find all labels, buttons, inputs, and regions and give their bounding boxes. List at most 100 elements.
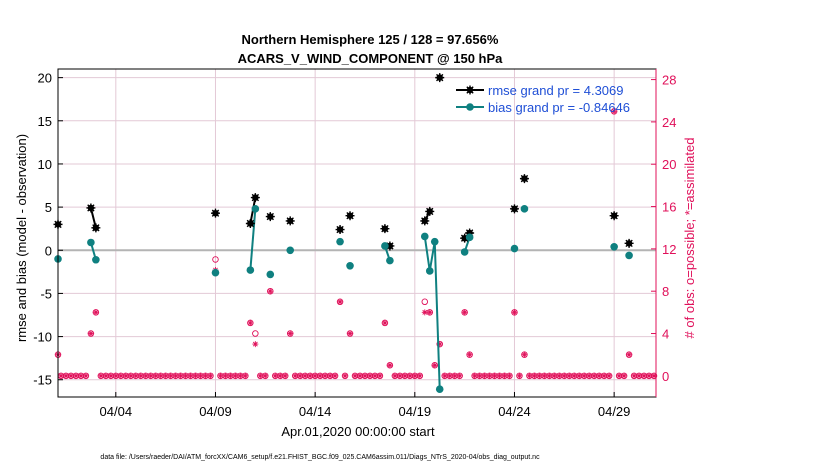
obs-assimilated-marker [471,372,478,379]
bias-point [346,262,354,270]
rmse-point [245,219,255,229]
rmse-point [335,225,345,235]
obs-assimilated-marker [317,372,324,379]
y-tick-label: 5 [45,200,52,215]
obs-assimilated-marker [57,372,64,379]
rmse-point-spikes [609,211,619,221]
data-file-footer: data file: /Users/raeder/DAI/ATM_forcXX/… [100,454,540,461]
rmse-point-spikes [250,193,260,203]
rmse-point-spikes [335,225,345,235]
obs-assimilated-marker [232,372,239,379]
obs-assimilated-marker [182,372,189,379]
obs-assimilated-marker [581,372,588,379]
obs-assimilated-marker [227,372,234,379]
obs-assimilated-marker [391,372,398,379]
legend-bias-marker [466,103,474,111]
x-axis-label: Apr.01,2020 00:00:00 start [281,424,435,439]
rmse-point-spikes [420,216,430,226]
obs-assimilated-marker [476,372,483,379]
rmse-point-spikes [435,73,445,83]
obs-assimilated-marker [441,372,448,379]
obs-assimilated-marker [596,372,603,379]
obs-assimilated-marker [112,372,119,379]
y2-tick-label: 8 [662,284,669,299]
bias-point [465,233,474,242]
x-axis: 04/04 04/09 04/14 04/19 04/24 04/29 [100,392,630,419]
obs-assimilated-marker [616,372,623,379]
legend-rmse-label: rmse grand pr = 4.3069 [488,83,624,98]
bias-point [211,268,220,277]
y-tick-label: -5 [40,286,52,301]
rmse-point-spikes [509,204,519,214]
rmse-point [285,216,295,226]
obs-assimilated-marker [571,372,578,379]
bias-line-segment [423,236,441,390]
obs-assimilated-marker [356,372,363,379]
rmse-point-spikes [385,241,395,251]
obs-assimilated-marker [396,372,403,379]
obs-assimilated-marker [516,372,523,379]
bias-point [520,205,529,213]
obs-assimilated-marker [217,372,224,379]
obs-assimilated-marker [272,372,279,379]
rmse-point-spikes [245,219,255,229]
y-axis-right: 0 4 8 12 16 20 24 28 [651,69,676,397]
obs-assimilated-marker [531,372,538,379]
bias-point [430,237,439,246]
y-tick-label: -15 [33,373,52,388]
obs-assimilated-marker [386,362,393,369]
bias-point [420,232,429,241]
legend-bias-label: bias grand pr = -0.84646 [488,100,630,115]
obs-assimilated-marker [207,372,214,379]
rmse-point [519,174,529,184]
obs-assimilated-marker [381,319,388,326]
y-axis-label: rmse and bias (model - observation) [14,134,29,342]
y-tick-label: 20 [38,71,52,86]
obs-assimilated-marker [506,372,513,379]
x-tick-label: 04/04 [100,404,133,419]
y-axis-left: -15 -10 -5 0 5 10 15 20 [33,71,63,388]
obs-assimilated-marker [401,372,408,379]
obs-possible-marker [421,298,429,306]
obs-assimilated-marker [137,372,144,379]
obs-count-series [54,108,658,380]
x-tick-label: 04/24 [498,404,531,419]
obs-possible-marker [212,256,219,263]
bias-point [336,237,344,246]
obs-assimilated-marker [342,372,349,379]
obs-assimilated-marker [501,372,508,379]
data-series [53,73,634,394]
rmse-point [609,211,619,221]
obs-assimilated-marker [526,372,533,379]
obs-assimilated-marker [292,372,299,379]
bias-point [625,251,633,260]
obs-assimilated-marker [347,330,354,337]
obs-assimilated-marker [352,372,359,379]
obs-assimilated-marker [102,372,109,379]
obs-assimilated-marker [297,372,304,379]
obs-assimilated-marker [92,309,99,316]
obs-assimilated-marker [426,309,433,316]
obs-assimilated-marker [222,372,229,379]
obs-assimilated-marker [192,372,199,379]
obs-assimilated-marker [242,372,249,379]
obs-assimilated-marker [576,372,583,379]
rmse-point [345,211,355,221]
bias-point [286,246,295,255]
y-tick-label: 0 [45,243,52,258]
obs-assimilated-marker [546,372,553,379]
obs-assimilated-marker [77,372,84,379]
rmse-point [91,223,101,233]
obs-assimilated-marker [591,372,598,379]
obs-assimilated-marker [282,372,289,379]
obs-assimilated-marker [641,372,648,379]
obs-assimilated-marker [107,372,114,379]
obs-assimilated-marker [332,372,339,379]
obs-assimilated-marker [541,372,548,379]
obs-assimilated-marker [521,351,528,358]
y2-tick-label: 4 [662,327,669,342]
bias-point [87,238,95,247]
y-tick-label: 10 [38,157,52,172]
obs-assimilated-marker [177,372,184,379]
obs-assimilated-marker [197,372,204,379]
